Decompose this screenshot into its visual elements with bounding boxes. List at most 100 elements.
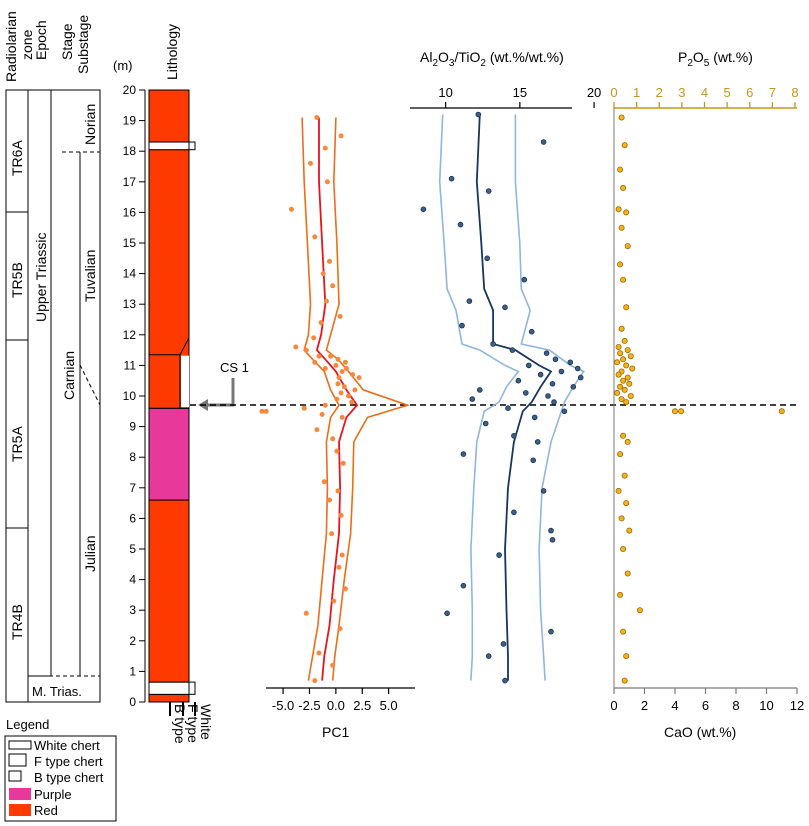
substage-label-norian: Norian [82,104,98,145]
cao-data-point [624,374,631,381]
p2o5-title-sub-2: 2 [687,58,693,69]
p2o5-title-part-o: O [693,49,704,65]
pc1-data-point [318,320,324,326]
lithology-label-f-type: F type [185,704,201,743]
al-data-point [525,362,532,369]
chart-pc1: -5.0 -2.5 0.0 2.5 5.0 [259,115,415,713]
pc1-data-point [311,335,317,341]
pc1-data-point [330,283,336,289]
column-headers: Radiolarian zone Epoch Stage Substage Li… [3,11,180,82]
pc1-data-point [349,399,355,405]
legend-swatch-f-type-chert [8,753,27,767]
substage-label-julian: Julian [82,535,98,572]
pc1-data-point [322,145,328,151]
al-data-point [475,111,482,118]
al-data-point [459,322,465,329]
pc1-upper-envelope [325,117,411,681]
cao-data-point [620,356,627,363]
p2o5-x-tick-label: 1 [633,85,640,100]
chart-cao-p2o5: 0 2 4 6 8 10 120 1 2 3 4 5 6 7 8 [610,85,804,713]
al-data-point [558,368,565,375]
al-x-tick-label: 15 [513,85,527,100]
tuvalian-julian-boundary [79,364,101,406]
cao-data-point [672,408,679,415]
pc1-data-point [339,552,345,558]
pc1-data-point [314,115,320,120]
al-data-point [490,341,496,347]
legend-swatch-red [9,804,31,816]
epoch-label-m-trias: M. Trias. [32,684,82,699]
cao-data-point [624,347,631,354]
pc1-data-point [335,488,341,494]
lithology-bed-white-chert [148,141,196,151]
al-data-point [540,139,547,145]
pc1-x-tick-label: 2.5 [353,698,371,713]
cao-data-point [621,337,628,344]
pc1-data-point [327,497,332,503]
pc1-x-tick-label: 0.0 [327,698,345,713]
depth-tick-label: 18 [123,144,137,158]
pc1-data-point [301,405,307,411]
pc1-data-point [303,347,309,353]
al-data-point [485,188,492,194]
pc1-data-point [321,479,327,485]
p2o5-x-tick-label: 3 [678,85,685,100]
pc1-data-point [314,427,320,433]
pc1-data-point [293,344,299,350]
lithology-outline [148,89,190,703]
al-data-point [500,641,507,647]
pc1-data-point [342,359,348,365]
cao-data-point [629,365,636,372]
cao-data-point [623,304,630,311]
lithology-white-patch [181,355,189,408]
zone-label-tr5b: TR5B [9,262,25,298]
al-data-point [574,365,581,372]
cao-axis-title: CaO (wt.%) [664,724,736,740]
depth-tick-label: 13 [123,297,137,311]
al-axis-title: Al2O3/TiO2 (wt.%/wt.%) [420,49,564,69]
depth-tick-label: 12 [123,328,137,342]
depth-tick-label: 11 [124,358,137,372]
cao-data-point [618,396,625,403]
pc1-data-point [337,626,343,632]
cao-x-tick-label: 12 [790,698,804,713]
cao-data-point [618,224,625,231]
al-data-point [549,380,556,387]
al-title-part-o: O [438,49,449,65]
depth-tick-label: 17 [123,175,137,189]
depth-tick-label: 8 [129,450,136,464]
lithology-bed-red [148,499,190,683]
depth-tick-label: 1 [129,664,136,678]
depth-tick-label: 19 [123,114,137,128]
depth-tick-label: 7 [129,481,136,495]
al-data-point [570,383,577,390]
pc1-data-point [346,393,351,399]
cao-data-point [621,386,628,393]
pc1-data-point [342,586,348,592]
pc1-data-point [356,375,362,381]
depth-tick-label: 14 [123,267,137,281]
al-data-point [528,328,535,335]
depth-tick-label: 16 [123,205,137,219]
pc1-x-tick-label: -2.5 [298,698,320,713]
pc1-data-point [350,372,356,378]
pc1-data-point [263,408,269,414]
cao-data-point [620,184,627,191]
al-data-point [485,653,492,659]
al-data-point [511,432,517,439]
pc1-data-point [339,414,345,420]
depth-tick-label: 10 [123,389,137,403]
cao-data-point [617,383,624,390]
al-data-point [567,359,574,366]
al-data-point [476,387,483,393]
al-data-point [530,457,536,464]
al-data-point [537,371,544,378]
al-data-point [515,377,522,384]
cao-data-point [620,432,627,439]
al-data-point [548,628,554,635]
cao-data-point [621,142,628,149]
pc1-data-point [336,564,342,570]
al-mean-line [475,114,553,681]
